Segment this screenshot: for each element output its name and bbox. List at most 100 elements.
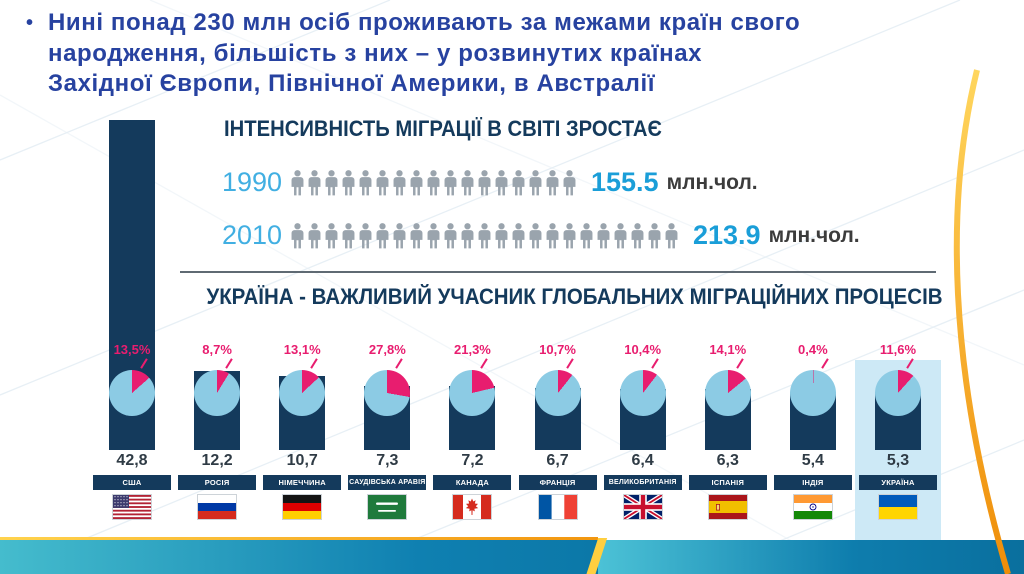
country-name-ribbon: ФРАНЦІЯ — [518, 475, 597, 490]
country-column-spain: 14,1% 6,3 ІСПАНІЯ — [688, 340, 768, 540]
country-column-india: 0,4% 5,4 ІНДІЯ — [773, 340, 853, 540]
person-icon — [409, 222, 424, 249]
flag-ukraine-icon — [878, 495, 917, 519]
pie-percent-label: 10,7% — [539, 342, 576, 357]
country-column-saudi-arabia: 27,8% 7,3 САУДІВСЬКА АРАВІЯ — [347, 340, 427, 540]
person-icon — [290, 169, 305, 196]
flag-spain-icon — [708, 495, 747, 519]
person-icon — [426, 169, 441, 196]
pie-chart — [109, 370, 155, 416]
person-icon — [579, 222, 594, 249]
flag-france-icon — [538, 495, 577, 519]
person-icon — [341, 222, 356, 249]
flag-germany-icon — [283, 495, 322, 519]
pie-chart — [194, 370, 241, 416]
person-icon — [528, 169, 543, 196]
person-icon — [460, 169, 475, 196]
pie-percent-label: 21,3% — [454, 342, 491, 357]
bar-value-label: 6,7 — [546, 452, 569, 469]
pie-chart — [449, 370, 496, 416]
person-icon — [494, 222, 509, 249]
person-icon — [358, 169, 373, 196]
pie-chart — [619, 370, 666, 416]
country-bar-chart: 13,5% 42,8 США 8,7% 12,2 РОСІЯ 13,1% 10,7 НІМЕЧЧ… — [92, 120, 941, 540]
person-icon — [392, 222, 407, 249]
country-column-germany: 13,1% 10,7 НІМЕЧЧИНА — [262, 340, 342, 540]
country-column-uk: 10,4% 6,4 ВЕЛИКОБРИТАНІЯ — [603, 340, 683, 540]
country-name-ribbon: РОСІЯ — [178, 475, 257, 490]
pie-percent-label: 10,4% — [624, 342, 662, 357]
bottom-accent-bar — [0, 537, 1024, 574]
person-icon — [443, 222, 458, 249]
bullet-paragraph: • Нині понад 230 млн осіб проживають за … — [22, 8, 957, 100]
person-icon — [562, 169, 577, 196]
flag-uk-icon — [623, 495, 662, 519]
country-column-canada: 21,3% 7,2 КАНАДА — [432, 340, 512, 540]
pie-chart — [279, 370, 326, 416]
migrant-total-value: 213.9 — [693, 220, 761, 250]
bar-value-label: 5,4 — [801, 452, 824, 469]
pie-label-connector-line — [650, 358, 659, 369]
country-name-ribbon: УКРАЇНА — [858, 475, 937, 490]
bar-chart-title: УКРАЇНА - ВАЖЛИВИЙ УЧАСНИК ГЛОБАЛЬНИХ МІ… — [206, 284, 943, 309]
bottom-orange-line — [0, 537, 598, 540]
bullet-text: Нині понад 230 млн осіб проживають за ме… — [48, 9, 801, 98]
pie-percent-label: 8,7% — [202, 342, 232, 357]
pie-percent-label: 0,4% — [798, 342, 828, 357]
person-icon — [392, 169, 407, 196]
country-name-ribbon: КАНАДА — [433, 475, 512, 490]
country-name-ribbon: ВЕЛИКОБРИТАНІЯ — [603, 475, 682, 490]
person-icon — [358, 222, 373, 249]
country-name-ribbon: ІНДІЯ — [773, 475, 852, 490]
pie-percent-label: 13,1% — [283, 342, 321, 357]
flag-saudi-arabia-icon — [368, 495, 407, 519]
bottom-bar-left-segment — [0, 540, 598, 574]
pie-chart — [789, 370, 836, 416]
person-icon — [307, 169, 322, 196]
person-icon — [409, 169, 424, 196]
section-divider — [180, 271, 936, 273]
pictogram-row-1990: 1990 155.5 млн.чол. — [222, 156, 860, 209]
bar-value-label: 7,2 — [461, 452, 484, 469]
pie-label-connector-line — [310, 358, 318, 369]
year-label: 2010 — [222, 220, 283, 250]
pie-label-connector-line — [480, 358, 489, 369]
bullet-marker: • — [26, 12, 34, 34]
bar-value-label: 6,3 — [716, 452, 739, 469]
person-icon — [494, 169, 509, 196]
pie-chart — [874, 370, 921, 416]
country-name-ribbon: САУДІВСЬКА АРАВІЯ — [348, 475, 427, 490]
bar-value-label: 5,3 — [886, 452, 910, 469]
bottom-bar-right-segment — [598, 540, 1024, 574]
pie-label-connector-line — [565, 358, 574, 369]
migrant-total-unit: млн.чол. — [768, 223, 860, 247]
pie-label-connector-line — [395, 358, 404, 369]
pie-percent-label: 13,5% — [113, 342, 151, 357]
country-name-ribbon: США — [93, 475, 171, 490]
bar-value-label: 7,3 — [376, 452, 399, 469]
pictogram-row-2010: 2010 213.9 млн.чол. — [222, 209, 860, 262]
person-icon — [460, 222, 475, 249]
migrant-total-unit: млн.чол. — [666, 170, 758, 194]
flag-india-icon — [793, 495, 832, 519]
flag-usa-icon — [113, 495, 151, 519]
person-icon — [511, 169, 526, 196]
person-icon-row — [290, 169, 577, 196]
pie-percent-label: 11,6% — [879, 342, 917, 357]
pie-chart — [534, 370, 581, 416]
pie-percent-label: 27,8% — [368, 342, 406, 357]
country-column-ukraine: 11,6% 5,3 УКРАЇНА — [854, 340, 941, 540]
country-name-ribbon: НІМЕЧЧИНА — [263, 475, 342, 490]
person-icon — [630, 222, 645, 249]
person-icon — [290, 222, 305, 249]
person-icon — [443, 169, 458, 196]
country-column-russia: 8,7% 12,2 РОСІЯ — [177, 340, 257, 540]
country-column-france: 10,7% 6,7 ФРАНЦІЯ — [518, 340, 598, 540]
person-icon — [596, 222, 611, 249]
year-label: 1990 — [222, 167, 283, 197]
migrant-total-value: 155.5 — [591, 167, 659, 197]
person-icon — [647, 222, 662, 249]
bar-value-label: 10,7 — [286, 452, 318, 469]
country-name-ribbon: ІСПАНІЯ — [688, 475, 767, 490]
